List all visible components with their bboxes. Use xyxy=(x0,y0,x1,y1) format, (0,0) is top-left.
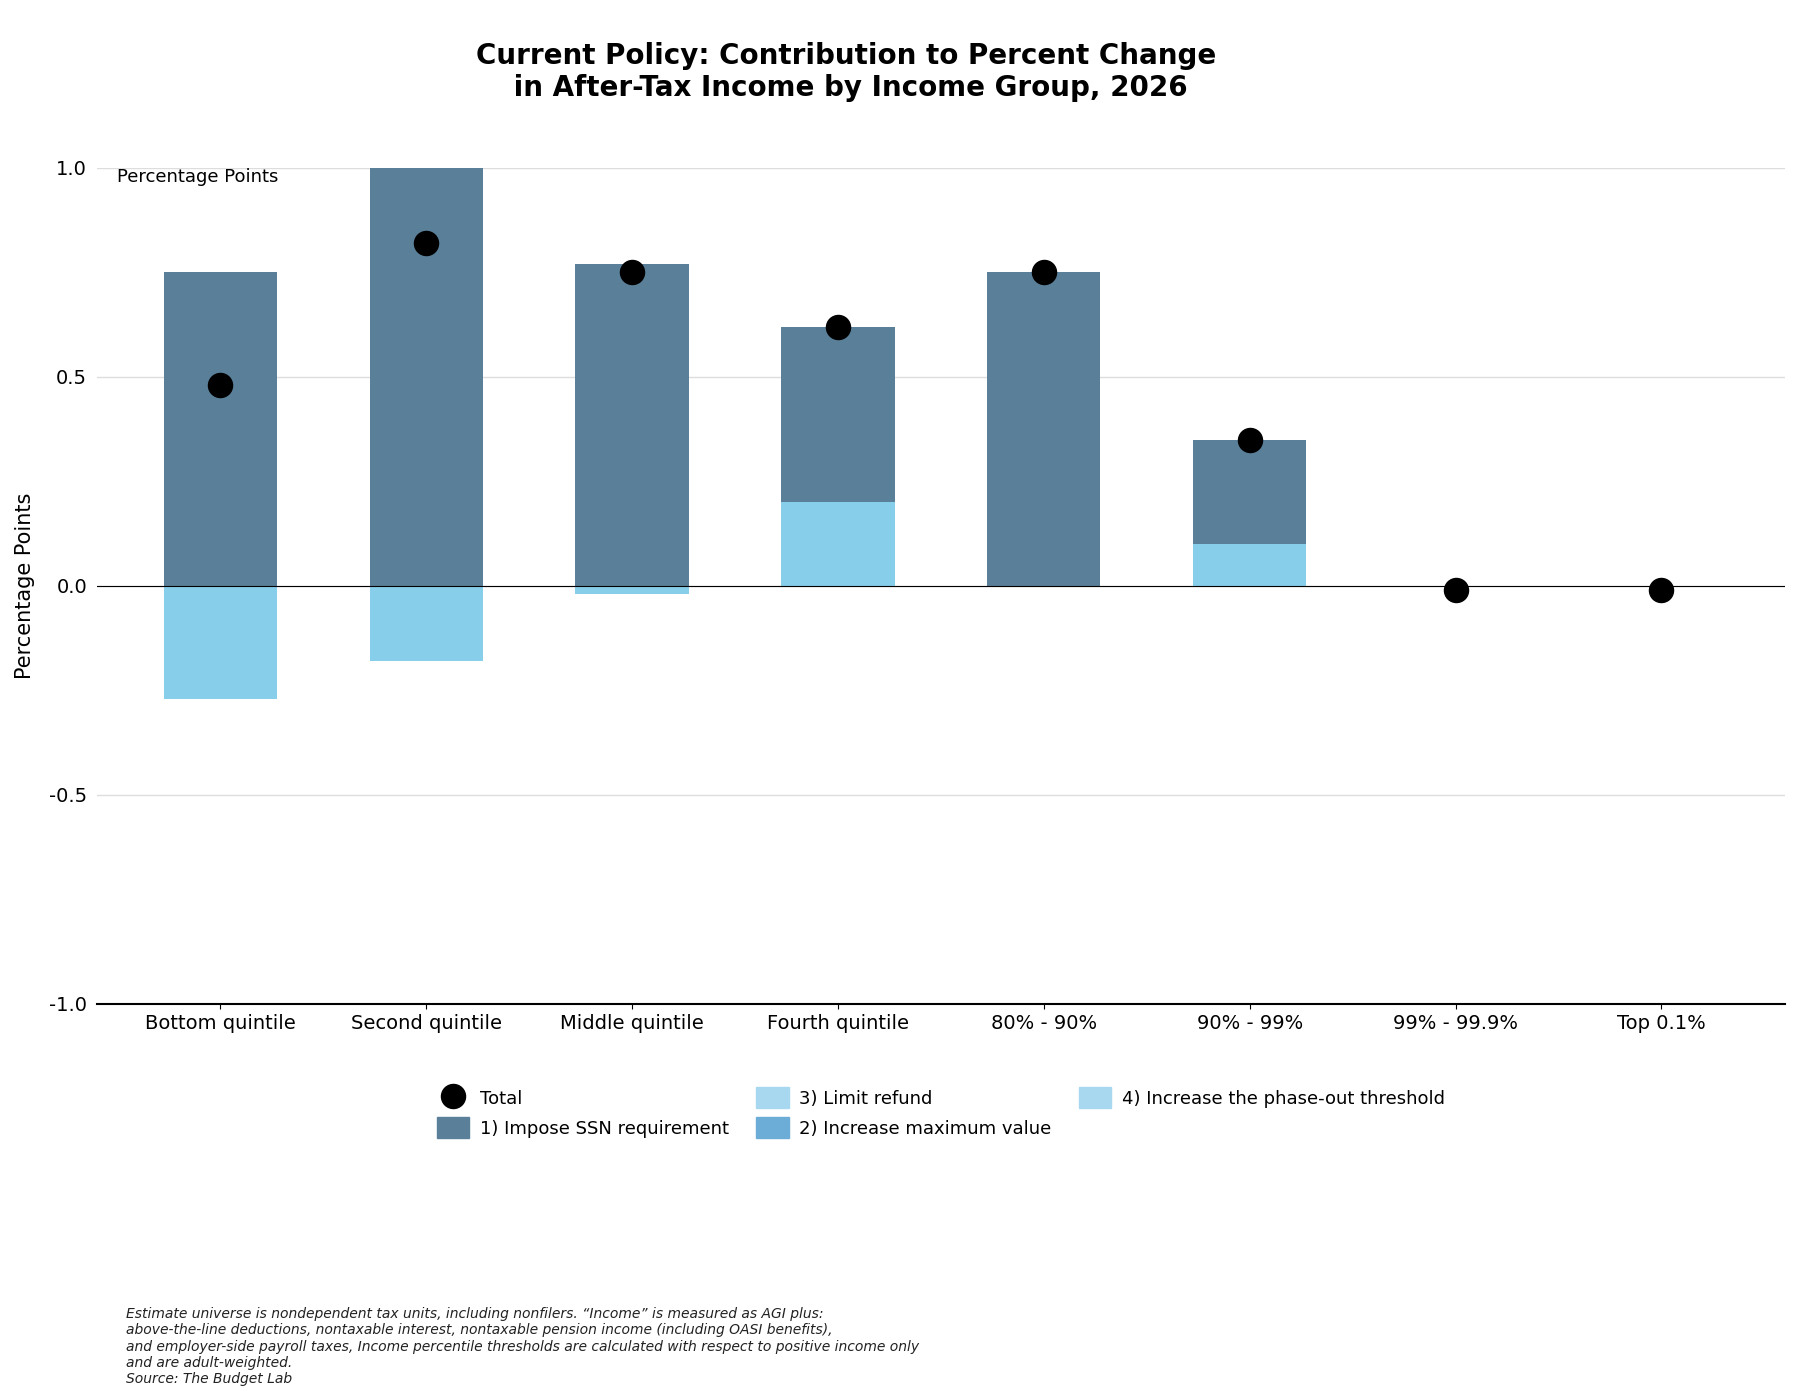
Point xyxy=(1235,428,1264,451)
Point xyxy=(1030,262,1058,284)
Legend: Total, 1) Impose SSN requirement, 3) Limit refund, 2) Increase maximum value, 4): Total, 1) Impose SSN requirement, 3) Lim… xyxy=(430,1081,1453,1145)
Point xyxy=(205,374,234,396)
Point xyxy=(1442,580,1471,602)
Point xyxy=(617,262,646,284)
Y-axis label: Percentage Points: Percentage Points xyxy=(14,493,34,679)
Bar xyxy=(781,326,895,503)
Bar xyxy=(1193,440,1307,545)
Bar xyxy=(576,265,689,587)
Bar xyxy=(369,168,482,587)
Bar xyxy=(986,273,1100,587)
Bar xyxy=(1193,545,1307,587)
Bar xyxy=(781,503,895,587)
Bar xyxy=(164,273,277,587)
Point xyxy=(1647,580,1676,602)
Text: Current Policy: Contribution to Percent Change
 in After-Tax Income by Income Gr: Current Policy: Contribution to Percent … xyxy=(475,42,1217,102)
Bar xyxy=(576,587,689,595)
Text: Percentage Points: Percentage Points xyxy=(117,168,279,186)
Bar xyxy=(164,587,277,699)
Bar xyxy=(369,587,482,661)
Point xyxy=(412,232,441,255)
Point xyxy=(824,315,853,337)
Text: Estimate universe is nondependent tax units, including nonfilers. “Income” is me: Estimate universe is nondependent tax un… xyxy=(126,1308,920,1386)
